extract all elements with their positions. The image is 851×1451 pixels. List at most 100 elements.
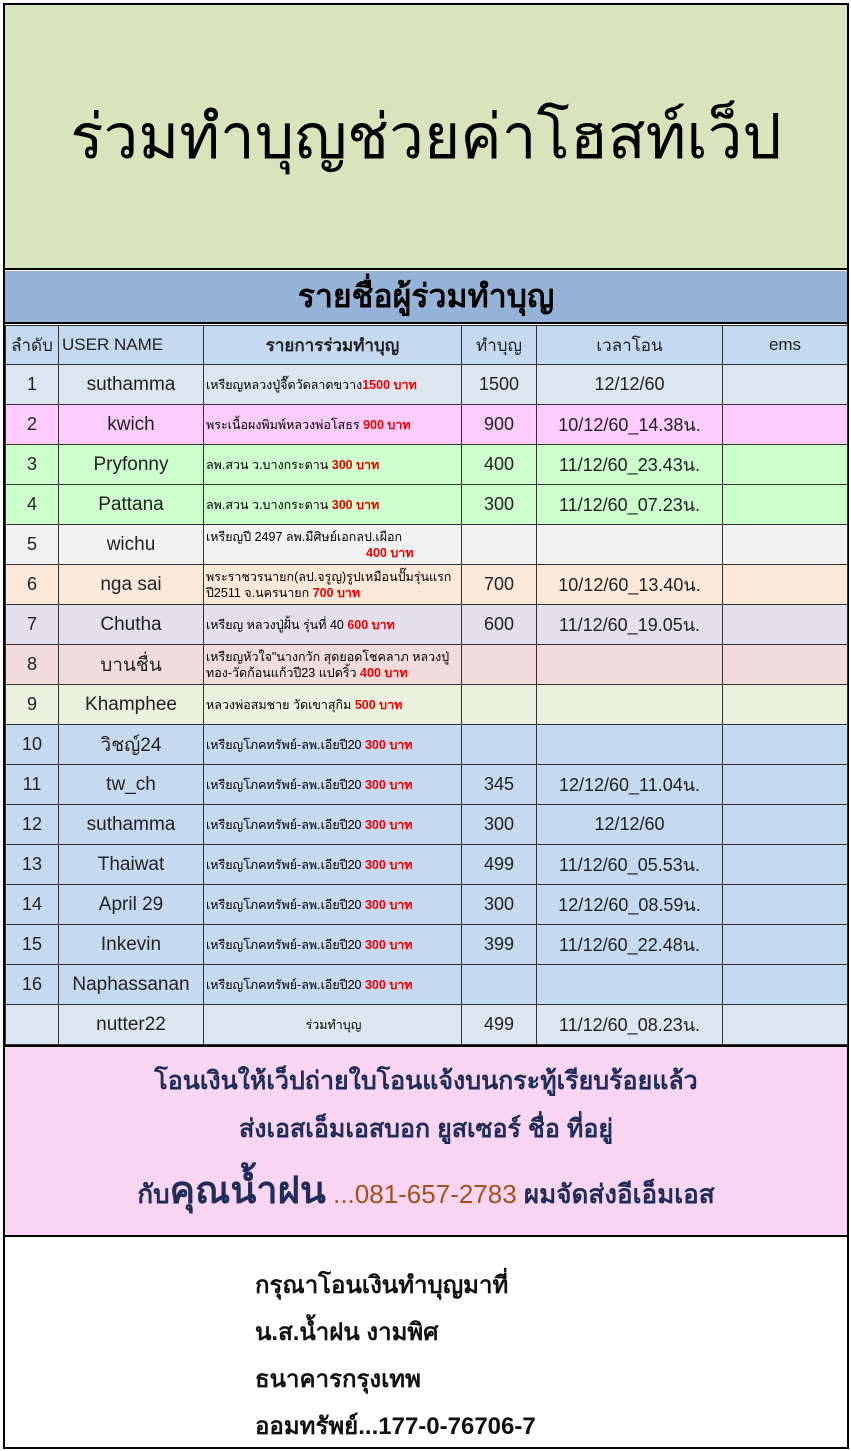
ems (722, 444, 848, 485)
row-number: 16 (5, 964, 59, 1005)
col-ems: ems (722, 325, 848, 365)
row-number-text: 11 (22, 774, 42, 794)
donation-item-text: เหรียญโภคทรัพย์-ลพ.เอียปี20 (206, 777, 365, 792)
paid-amount: 1500 (461, 364, 537, 405)
notice-line-1: โอนเงินให้เว็ปถ่ายใบโอนแจ้งบนกระทู้เรียบ… (154, 1067, 698, 1095)
user-name-text: วิชญ์24 (100, 734, 162, 756)
item-amount: 300 บาท (364, 817, 413, 832)
table-row: 3 Pryfonny ลพ.สวน ว.บางกระดาน 300 บาท 400 11… (5, 444, 848, 485)
donation-item: เหรียญโภคทรัพย์-ลพ.เอียปี20 300 บาท (203, 844, 462, 885)
donation-item: ร่วมทำบุญ (203, 1004, 462, 1045)
row-number-text: 1 (26, 374, 37, 394)
user-name: nutter22 (58, 1004, 204, 1045)
paid-amount-text: 400 (483, 454, 515, 474)
donation-item: ลพ.สวน ว.บางกระดาน 300 บาท (203, 444, 462, 485)
donation-item-text: เหรียญหลวงปู่จื๊ดวัดลาดขวาง (206, 377, 363, 392)
user-name-text: wichu (106, 533, 156, 555)
donation-item: เหรียญโภคทรัพย์-ลพ.เอียปี20 300 บาท (203, 804, 462, 845)
user-name-text: Khamphee (85, 693, 177, 715)
user-name: บานชื่น (58, 644, 204, 685)
paid-amount-text: 300 (483, 494, 515, 514)
table-row: 11 tw_ch เหรียญโภคทรัพย์-ลพ.เอียปี20 300 บ… (5, 764, 848, 805)
transfer-time (536, 724, 723, 765)
row-number-text: 9 (26, 694, 37, 714)
bank-line-1: กรุณาโอนเงินทำบุญมาที่ (255, 1272, 509, 1299)
donation-item: หลวงพ่อสมชาย วัดเขาสุกิม 500 บาท (203, 684, 462, 725)
user-name-text: suthamma (86, 813, 176, 835)
row-number-text: 6 (26, 574, 37, 594)
user-name-text: nutter22 (96, 1013, 166, 1035)
transfer-time-text: 12/12/60 (594, 814, 665, 834)
user-name-text: Pattana (98, 493, 164, 515)
row-number: 4 (5, 484, 59, 525)
paid-amount-text: 399 (483, 934, 515, 954)
user-name-text: suthamma (86, 373, 176, 395)
transfer-time-text: 11/12/60_05.53น. (558, 855, 701, 875)
ems (722, 764, 848, 805)
donation-item-text: หลวงพ่อสมชาย วัดเขาสุกิม (206, 697, 355, 712)
transfer-time (536, 644, 723, 685)
ems (722, 524, 848, 565)
col-paid: ทำบุญ (461, 325, 537, 365)
paid-amount: 400 (461, 444, 537, 485)
account-number: ออมทรัพย์...177-0-76706-7 (255, 1413, 536, 1440)
user-name: April 29 (58, 884, 204, 925)
transfer-time-text: 12/12/60_11.04น. (558, 775, 701, 795)
transfer-time: 12/12/60 (536, 804, 723, 845)
paid-amount-text: 499 (483, 1014, 515, 1034)
paid-amount: 300 (461, 804, 537, 845)
paid-amount (461, 524, 537, 565)
item-amount: 300 บาท (364, 857, 413, 872)
paid-amount (461, 684, 537, 725)
user-name: Khamphee (58, 684, 204, 725)
paid-amount-text: 345 (483, 774, 515, 794)
table-row: 5 wichu เหรียญปี 2497 ลพ.มีศิษย์เอกลป.เผือ… (5, 524, 848, 565)
transfer-time (536, 524, 723, 565)
paid-amount: 300 (461, 884, 537, 925)
paid-amount (461, 644, 537, 685)
row-number: 15 (5, 924, 59, 965)
transfer-time-text: 10/12/60_14.38น. (558, 415, 701, 435)
user-name: suthamma (58, 364, 204, 405)
ems (722, 364, 848, 405)
donor-table: ลำดับ USER NAME รายการร่วมทำบุญ ทำบุญ เว… (5, 325, 848, 1045)
transfer-time: 10/12/60_13.40น. (536, 564, 723, 605)
ems (722, 884, 848, 925)
table-header: ลำดับ USER NAME รายการร่วมทำบุญ ทำบุญ เว… (5, 325, 848, 365)
ems (722, 924, 848, 965)
sheet: ร่วมทำบุญช่วยค่าโฮสท์เว็ป รายชื่อผู้ร่วม… (3, 3, 849, 1449)
donation-item: เหรียญโภคทรัพย์-ลพ.เอียปี20 300 บาท (203, 724, 462, 765)
ems (722, 404, 848, 445)
item-amount: 300 บาท (364, 897, 413, 912)
table-row: 4 Pattana ลพ.สวน ว.บางกระดาน 300 บาท 300 11/… (5, 484, 848, 525)
user-name-text: Chutha (100, 613, 162, 635)
donation-item: เหรียญโภคทรัพย์-ลพ.เอียปี20 300 บาท (203, 924, 462, 965)
table-row: 16 Naphassanan เหรียญโภคทรัพย์-ลพ.เอียปี20… (5, 964, 848, 1005)
table-row: 1 suthamma เหรียญหลวงปู่จื๊ดวัดลาดขวาง 1500… (5, 364, 848, 405)
row-number: 11 (5, 764, 59, 805)
user-name-text: Naphassanan (72, 973, 190, 995)
notice-line-3: กับคุณน้ำฝน ...081-657-2783 ผมจัดส่งอีเอ… (5, 1159, 847, 1220)
row-number: 9 (5, 684, 59, 725)
ems (722, 564, 848, 605)
item-amount: 300 บาท (364, 937, 413, 952)
row-number: 14 (5, 884, 59, 925)
transfer-time: 10/12/60_14.38น. (536, 404, 723, 445)
item-amount: 900 บาท (363, 417, 411, 432)
paid-amount: 900 (461, 404, 537, 445)
row-number: 7 (5, 604, 59, 645)
item-amount: 300 บาท (364, 977, 413, 992)
bank-info: กรุณาโอนเงินทำบุญมาที่ น.ส.น้ำฝน งามพิศ … (255, 1262, 536, 1450)
row-number: 1 (5, 364, 59, 405)
notice-box: โอนเงินให้เว็ปถ่ายใบโอนแจ้งบนกระทู้เรียบ… (5, 1045, 847, 1237)
item-amount: 600 บาท (347, 617, 395, 632)
transfer-time-text: 11/12/60_23.43น. (558, 455, 701, 475)
item-amount: 300 บาท (364, 737, 413, 752)
user-name-text: Thaiwat (97, 853, 165, 875)
donation-item: ลพ.สวน ว.บางกระดาน 300 บาท (203, 484, 462, 525)
user-name-text: Inkevin (100, 933, 162, 955)
item-amount: 300 บาท (331, 497, 380, 512)
ems (722, 484, 848, 525)
paid-amount (461, 724, 537, 765)
row-number: 6 (5, 564, 59, 605)
